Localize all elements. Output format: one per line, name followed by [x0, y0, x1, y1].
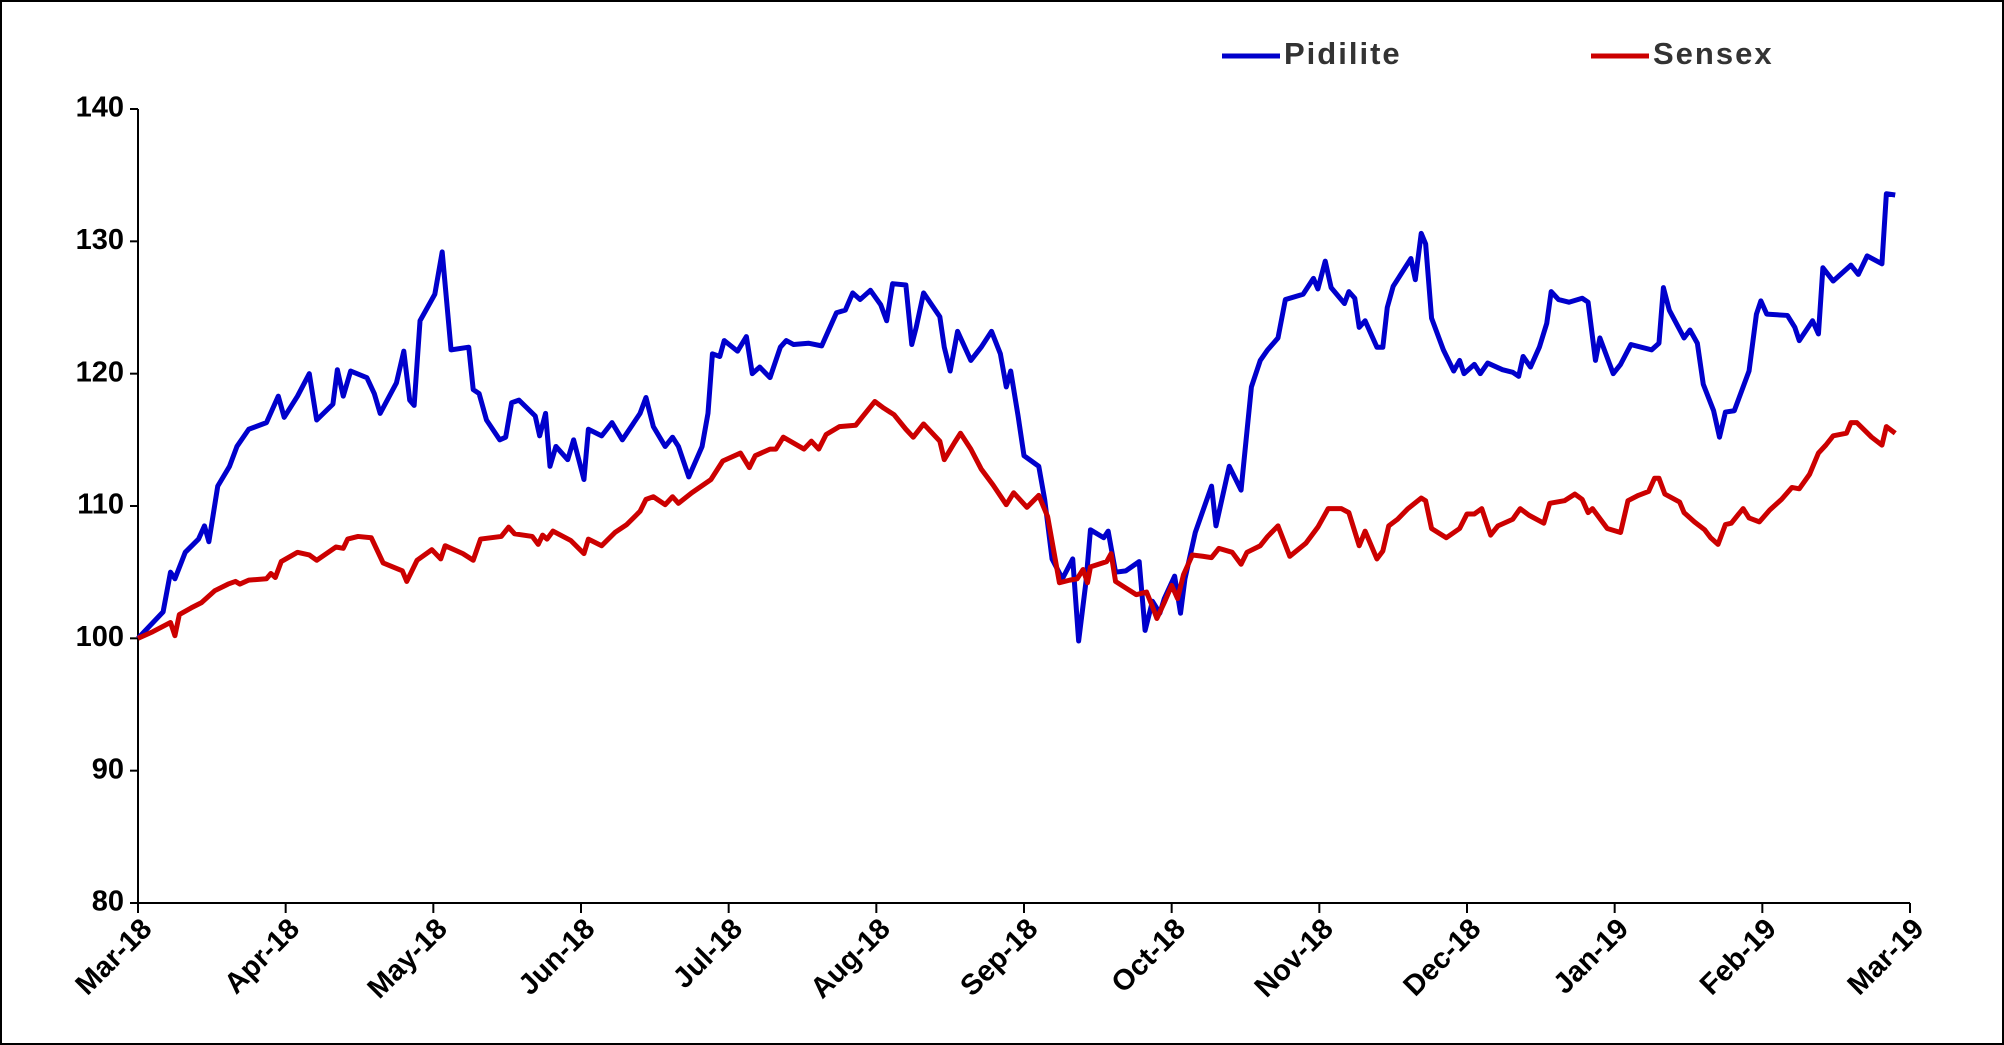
- legend: Pidilite Sensex: [1222, 36, 1774, 71]
- legend-label: Sensex: [1653, 36, 1774, 71]
- series-line: [136, 398, 1897, 641]
- y-tick-label: 140: [76, 92, 124, 124]
- y-tick-label: 130: [76, 224, 124, 256]
- y-tick-label: 90: [92, 753, 124, 785]
- y-tick-label: 120: [76, 356, 124, 388]
- y-tick-label: 100: [76, 621, 124, 653]
- legend-label: Pidilite: [1284, 36, 1402, 71]
- y-tick-label: 80: [92, 886, 124, 918]
- y-tick-label: 110: [77, 489, 124, 521]
- series-line: [136, 191, 1896, 644]
